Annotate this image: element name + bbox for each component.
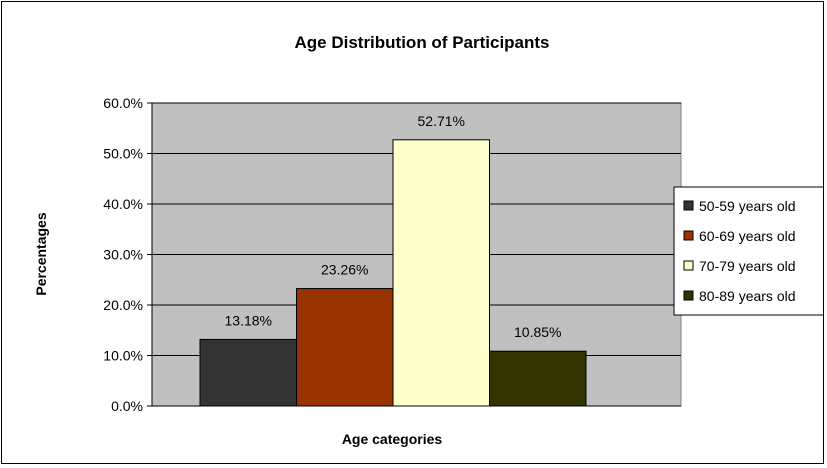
y-tick-label: 20.0% (103, 297, 143, 313)
y-tick-label: 40.0% (103, 196, 143, 212)
legend-label: 60-69 years old (699, 228, 796, 244)
legend-box (673, 186, 823, 316)
bar (392, 139, 490, 407)
legend-label: 80-89 years old (699, 288, 796, 304)
bars (199, 139, 587, 407)
legend-label: 70-79 years old (699, 258, 796, 274)
y-tick-label: 0.0% (111, 398, 143, 414)
y-tick-label: 10.0% (103, 348, 143, 364)
bar (296, 288, 394, 407)
legend-swatch (683, 200, 694, 211)
data-label: 52.71% (418, 113, 465, 129)
y-tick-label: 60.0% (103, 95, 143, 111)
y-axis-title: Percentages (33, 212, 49, 295)
chart-title: Age Distribution of Participants (294, 33, 549, 52)
legend-label: 50-59 years old (699, 198, 796, 214)
x-axis-title: Age categories (342, 431, 443, 447)
legend-swatch (683, 260, 694, 271)
legend: 50-59 years old 60-69 years old 70-79 year… (673, 186, 823, 316)
legend-swatch (683, 290, 694, 301)
bar (489, 350, 587, 407)
bar (199, 338, 297, 407)
legend-swatch (683, 230, 694, 241)
data-label: 10.85% (514, 324, 561, 340)
y-tick-label: 30.0% (103, 247, 143, 263)
y-axis-ticks: 0.0% 10.0% 20.0% 30.0% 40.0% 50.0% 60.0% (103, 95, 152, 414)
data-label: 13.18% (225, 312, 272, 328)
bar-chart: Age Distribution of Participants 0.0% 10.… (33, 33, 823, 447)
data-labels: 13.18% 23.26% 52.71% 10.85% (225, 113, 562, 340)
data-label: 23.26% (321, 262, 368, 278)
y-tick-label: 50.0% (103, 146, 143, 162)
